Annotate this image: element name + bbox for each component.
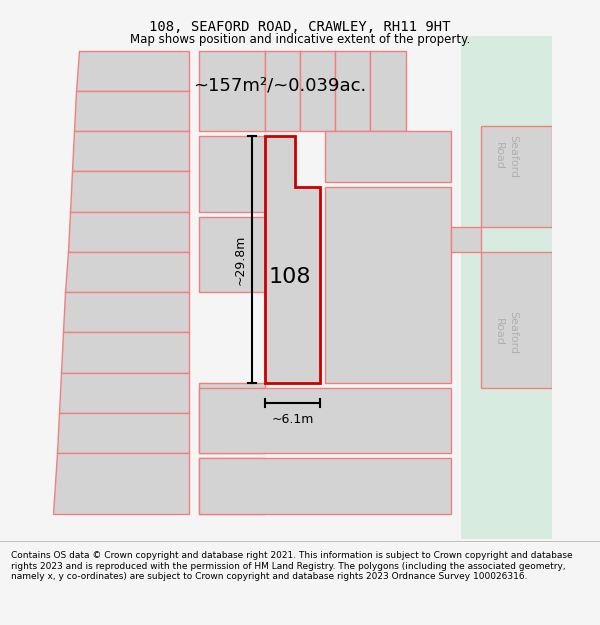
Polygon shape	[325, 131, 451, 181]
Text: ~29.8m: ~29.8m	[233, 234, 246, 285]
Polygon shape	[199, 217, 265, 292]
Polygon shape	[199, 458, 265, 514]
Polygon shape	[451, 227, 481, 252]
Polygon shape	[199, 382, 265, 453]
Polygon shape	[199, 136, 265, 212]
Polygon shape	[265, 51, 300, 131]
Polygon shape	[74, 91, 190, 131]
Text: 108, SEAFORD ROAD, CRAWLEY, RH11 9HT: 108, SEAFORD ROAD, CRAWLEY, RH11 9HT	[149, 20, 451, 34]
Text: Seaford
Road: Seaford Road	[494, 135, 518, 178]
Polygon shape	[65, 252, 190, 292]
Polygon shape	[335, 51, 370, 131]
Polygon shape	[325, 186, 451, 382]
Polygon shape	[76, 51, 190, 91]
Polygon shape	[199, 51, 265, 131]
Polygon shape	[199, 388, 451, 453]
Polygon shape	[64, 292, 190, 332]
Polygon shape	[481, 126, 551, 227]
Text: Contains OS data © Crown copyright and database right 2021. This information is : Contains OS data © Crown copyright and d…	[11, 551, 572, 581]
Text: ~6.1m: ~6.1m	[271, 413, 314, 426]
Bar	[461, 36, 551, 539]
Text: 108: 108	[269, 267, 311, 287]
Polygon shape	[59, 372, 190, 413]
Polygon shape	[68, 212, 190, 252]
Polygon shape	[481, 252, 551, 388]
Polygon shape	[265, 136, 320, 382]
Polygon shape	[72, 131, 190, 171]
Polygon shape	[70, 171, 190, 212]
Text: ~157m²/~0.039ac.: ~157m²/~0.039ac.	[193, 77, 367, 95]
Polygon shape	[53, 453, 190, 514]
Text: Map shows position and indicative extent of the property.: Map shows position and indicative extent…	[130, 33, 470, 46]
Polygon shape	[57, 413, 190, 453]
Polygon shape	[199, 458, 451, 514]
Polygon shape	[61, 332, 190, 372]
Polygon shape	[300, 51, 335, 131]
Text: Seaford
Road: Seaford Road	[494, 311, 518, 354]
Polygon shape	[370, 51, 406, 131]
